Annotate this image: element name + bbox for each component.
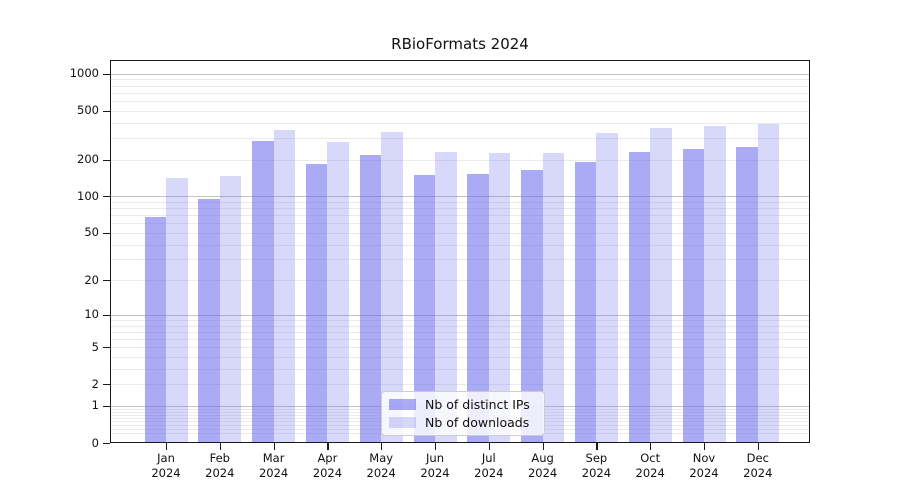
y-tick-label: 200 — [77, 152, 99, 166]
minor-gridline — [110, 85, 810, 87]
y-tick-label: 10 — [84, 307, 99, 322]
bar-downloads-may — [381, 132, 403, 443]
minor-gridline — [110, 110, 810, 112]
y-tick-label: 5 — [91, 339, 99, 354]
bar-distinct_ips-apr — [305, 163, 328, 443]
y-tick-label: 100 — [77, 188, 99, 203]
bar-distinct_ips-jun — [413, 174, 435, 443]
x-tick-mark — [327, 443, 329, 450]
bar-distinct_ips-oct — [628, 152, 651, 443]
y-tick-mark — [103, 196, 110, 198]
bar-downloads-sep — [596, 133, 618, 443]
x-tick-mark — [704, 443, 706, 450]
bar-downloads-dec — [757, 123, 780, 443]
bar-distinct_ips-jul — [467, 174, 489, 443]
x-tick-label: May 2024 — [366, 451, 396, 480]
legend-label-downloads: Nb of downloads — [425, 415, 530, 430]
x-tick-mark — [596, 443, 598, 450]
x-tick-mark — [650, 443, 652, 450]
y-tick-mark — [103, 443, 110, 445]
x-tick-label: Apr 2024 — [312, 451, 343, 480]
bar-distinct_ips-may — [359, 154, 382, 443]
y-tick-label: 50 — [84, 225, 99, 240]
x-tick-label: Oct 2024 — [635, 451, 665, 480]
y-tick-mark — [103, 159, 110, 161]
bar-distinct_ips-mar — [252, 141, 274, 443]
bar-distinct_ips-feb — [198, 199, 220, 443]
bar-distinct_ips-dec — [736, 147, 758, 443]
bar-downloads-mar — [273, 129, 296, 443]
x-tick-label: Jan 2024 — [151, 451, 181, 480]
y-tick-mark — [103, 110, 110, 112]
legend-item-downloads: Nb of downloads — [389, 415, 544, 430]
y-tick-label: 0 — [91, 435, 99, 450]
y-tick-label: 2 — [91, 376, 99, 391]
minor-gridline — [110, 92, 810, 94]
x-tick-label: Aug 2024 — [527, 451, 558, 480]
minor-gridline — [110, 122, 810, 124]
x-tick-label: Sep 2024 — [581, 451, 612, 480]
bar-downloads-oct — [650, 127, 672, 443]
bar-downloads-jan — [166, 177, 188, 443]
bar-distinct_ips-nov — [682, 149, 704, 443]
bar-distinct_ips-aug — [521, 170, 543, 443]
x-tick-mark — [435, 443, 437, 450]
bar-distinct_ips-sep — [574, 162, 597, 443]
minor-gridline — [110, 100, 810, 102]
x-tick-mark — [488, 443, 490, 450]
bar-downloads-jul — [488, 152, 511, 443]
y-tick-label: 20 — [84, 272, 99, 287]
legend-swatch-distinct-ips — [389, 399, 416, 410]
bar-downloads-nov — [704, 126, 726, 443]
x-tick-mark — [381, 443, 383, 450]
x-tick-mark — [757, 443, 759, 450]
x-tick-label: Jul 2024 — [474, 451, 504, 480]
legend-item-distinct-ips: Nb of distinct IPs — [389, 397, 544, 412]
legend-swatch-downloads — [389, 417, 416, 428]
bar-downloads-feb — [219, 175, 242, 443]
legend-label-distinct-ips: Nb of distinct IPs — [425, 397, 530, 412]
x-tick-mark — [219, 443, 221, 450]
x-tick-label: Feb 2024 — [205, 451, 235, 480]
y-tick-mark — [103, 314, 110, 316]
y-tick-mark — [103, 405, 110, 408]
y-tick-mark — [103, 347, 110, 349]
bar-distinct_ips-jan — [144, 217, 166, 443]
y-tick-mark — [103, 280, 110, 282]
x-tick-mark — [542, 443, 544, 450]
bar-downloads-apr — [327, 141, 349, 443]
major-gridline — [110, 73, 810, 75]
y-tick-mark — [103, 384, 110, 386]
legend: Nb of distinct IPs Nb of downloads — [381, 391, 545, 436]
chart-title: RBioFormats 2024 — [391, 35, 529, 53]
x-tick-mark — [273, 443, 275, 450]
y-tick-mark — [103, 73, 110, 75]
x-tick-label: Mar 2024 — [258, 451, 289, 480]
y-tick-mark — [103, 232, 110, 234]
x-tick-label: Nov 2024 — [689, 451, 719, 480]
x-tick-label: Jun 2024 — [420, 451, 450, 480]
y-tick-label: 500 — [77, 103, 99, 118]
minor-gridline — [110, 79, 810, 81]
bar-downloads-jun — [435, 152, 457, 443]
x-tick-mark — [166, 443, 168, 450]
x-tick-label: Dec 2024 — [743, 451, 773, 480]
y-tick-label: 1 — [91, 398, 99, 413]
bar-downloads-aug — [542, 153, 565, 443]
y-tick-label: 1000 — [69, 66, 99, 81]
